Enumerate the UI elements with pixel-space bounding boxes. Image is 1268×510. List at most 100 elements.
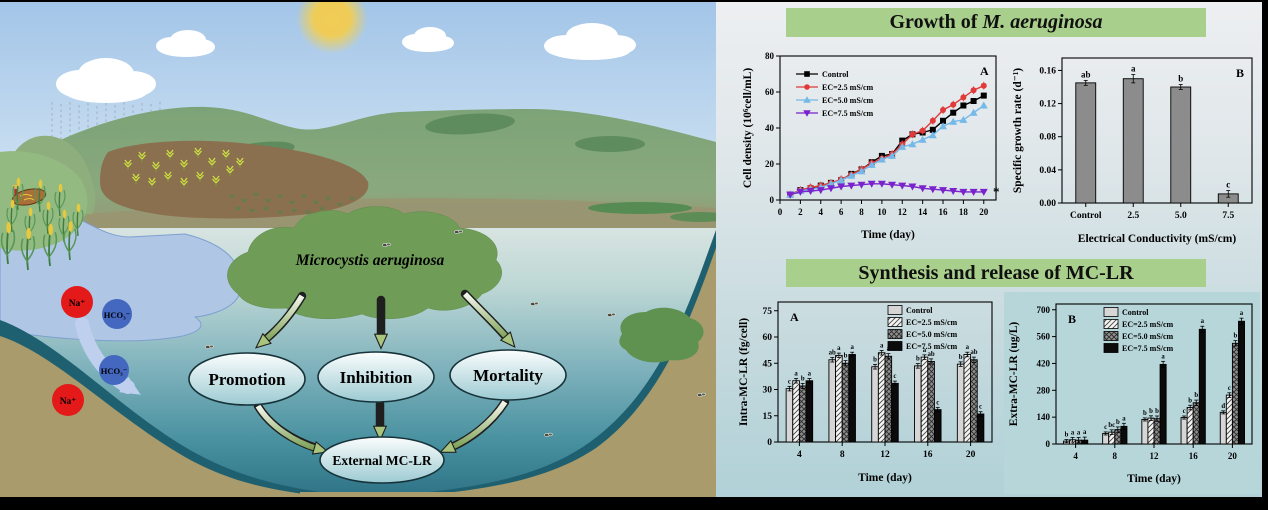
y-tick-label: 20	[765, 159, 775, 169]
cloud-icon	[402, 27, 454, 52]
significance-letter: b	[959, 354, 963, 361]
significance-letter: a	[837, 345, 841, 352]
y-tick-label: 0.08	[1039, 133, 1056, 143]
hco3-ion-label: HCO₃⁻	[104, 310, 130, 320]
external-mclr-node-label: External MC-LR	[332, 453, 432, 468]
legend-label: EC=7.5 mS/cm	[1122, 344, 1174, 353]
mortality-node-label: Mortality	[473, 366, 543, 385]
significance-letter: a	[966, 344, 970, 351]
x-tick-label: 6	[839, 207, 844, 217]
plot-box	[1061, 57, 1253, 204]
legend: Control EC=2.5 mS/cm EC=5.0 mS/cm EC=7.5 mS…	[796, 70, 874, 118]
y-tick-label: 0.04	[1039, 166, 1056, 176]
y-tick-label: 60	[765, 87, 775, 97]
na-ion-label: Na⁺	[60, 397, 77, 407]
bar	[828, 359, 837, 443]
bar	[805, 380, 814, 443]
bar	[798, 385, 807, 443]
x-tick-label: 12	[898, 207, 908, 217]
x-axis-label: Electrical Conductivity (mS/cm)	[1078, 233, 1237, 245]
bar	[871, 366, 879, 443]
na-ion-label: Na⁺	[69, 299, 86, 309]
panel-letter: A	[790, 310, 799, 324]
significance-letter: a	[1122, 415, 1126, 422]
y-tick-label: 560	[1037, 332, 1051, 342]
significance-letter: a	[1083, 429, 1087, 436]
y-tick-label: 0	[770, 195, 775, 205]
sediment-left	[0, 336, 333, 497]
significance-letter: a	[923, 347, 927, 354]
axes: 0.00 0.04 0.08 0.12 0.16 Specific growth rate…	[1012, 57, 1253, 245]
significance-letter: b	[1143, 410, 1147, 417]
significance-letter: b	[1065, 432, 1069, 439]
significance-letter: c	[788, 378, 791, 385]
legend-label: EC=2.5 mS/cm	[906, 318, 958, 327]
significance-letter: b	[844, 353, 848, 360]
bar	[1153, 418, 1161, 445]
growth-banner-species: M. aeruginosa	[982, 11, 1103, 33]
x-tick-label: 12	[880, 450, 890, 460]
bar	[792, 380, 800, 443]
significance-letter: bc	[1108, 422, 1115, 429]
bar	[1225, 394, 1233, 445]
x-tick-label: Control	[1070, 211, 1102, 221]
x-tick-label: 14	[918, 207, 928, 217]
significance-letter: b	[1178, 74, 1183, 84]
y-tick-label: 45	[763, 359, 773, 369]
bar	[848, 354, 856, 443]
bar	[920, 356, 929, 443]
significance-letter: a	[1071, 429, 1075, 436]
significance-letter: b	[1194, 392, 1198, 399]
x-tick-label: 0	[778, 207, 783, 217]
x-axis-label: Time (day)	[858, 472, 912, 484]
x-tick-label: 20	[979, 207, 989, 217]
x-tick-label: 4	[797, 450, 802, 460]
x-tick-label: 2	[798, 207, 803, 217]
significance-letter: b	[801, 375, 805, 382]
significance-letter: a	[794, 370, 798, 377]
mclr-banner-text: Synthesis and release of MC-LR	[858, 262, 1134, 284]
bar	[1198, 328, 1206, 445]
y-tick-label: 0.16	[1039, 66, 1056, 76]
y-axis-label: Extra-MC-LR (ug/L)	[1008, 322, 1020, 427]
y-tick-label: 0	[767, 438, 772, 448]
sediment-right	[398, 248, 716, 497]
significance-letter: a	[850, 344, 854, 351]
bar	[1219, 411, 1227, 445]
crop-field	[100, 140, 369, 219]
x-tick-label: 2.5	[1127, 211, 1139, 221]
y-tick-label: 30	[763, 386, 773, 396]
bar	[970, 359, 978, 443]
legend-label: EC=5.0 mS/cm	[822, 96, 874, 105]
growth-rate-chart: 0.00 0.04 0.08 0.12 0.16 Specific growth rate…	[1012, 57, 1253, 245]
y-tick-label: 60	[763, 333, 773, 343]
significance-letter: a	[808, 370, 812, 377]
y-axis-label: Intra-MC-LR (fg/cell)	[738, 318, 750, 426]
y-axis-label: Cell density (10⁶cell/mL)	[742, 68, 754, 189]
legend-label: Control	[822, 70, 849, 79]
x-tick-label: 16	[1189, 451, 1199, 461]
bar	[1141, 419, 1149, 445]
significance-letter: ab	[1081, 69, 1091, 79]
x-tick-label: 8	[859, 207, 864, 217]
bar	[891, 382, 899, 443]
bar	[877, 352, 886, 443]
series	[787, 92, 987, 198]
rain-cloud-icon	[51, 58, 161, 156]
legend-label: Control	[1122, 308, 1149, 317]
significance-letter: c	[1183, 408, 1186, 415]
bar	[1122, 78, 1144, 204]
bar	[933, 409, 942, 443]
significance-letter: b	[1116, 419, 1120, 426]
cloud-icon	[544, 23, 636, 60]
plot-box	[779, 55, 997, 201]
y-tick-label: 0	[1046, 439, 1051, 449]
significance-letter: ab	[928, 351, 935, 358]
bar	[1075, 82, 1097, 204]
bar	[927, 361, 935, 443]
bar-series: bbaabab	[798, 346, 978, 443]
y-tick-label: 15	[763, 412, 773, 422]
y-axis-label: Specific growth rate (d⁻¹)	[1012, 68, 1024, 193]
x-axis-label: Time (day)	[861, 229, 915, 241]
